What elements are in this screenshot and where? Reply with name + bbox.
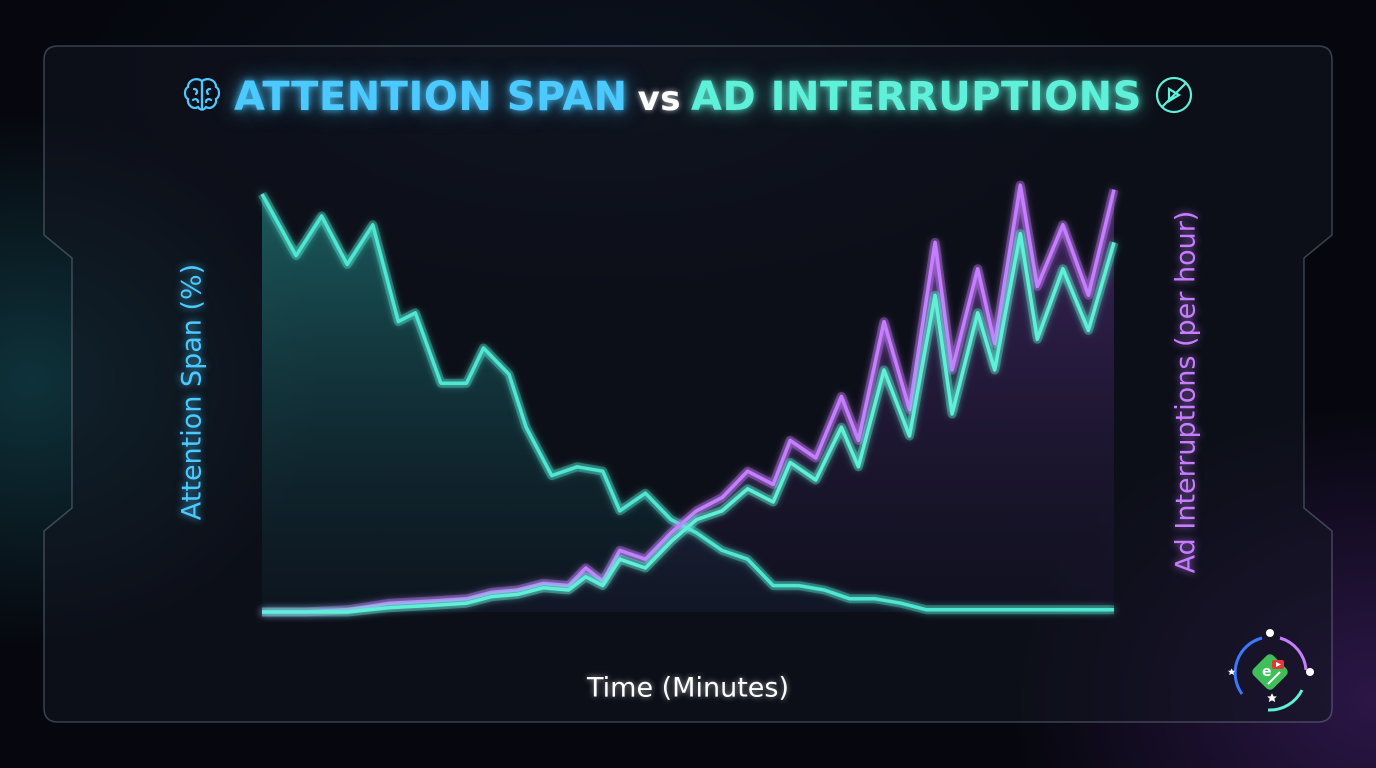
series-2-area (262, 185, 1114, 612)
brain-icon (183, 78, 221, 111)
series-3-line (262, 231, 1116, 614)
y-axis-right-label: Ad Interruptions (per hour) (1170, 210, 1202, 574)
title-vs: vs (637, 79, 682, 119)
svg-text:e: e (1262, 664, 1272, 680)
no-ads-icon (1155, 76, 1193, 114)
chart-title: ATTENTION SPAN vs AD INTERRUPTIONS (0, 74, 1376, 121)
series-2-line (262, 183, 1116, 614)
title-ad-interruptions: AD INTERRUPTIONS (691, 74, 1142, 120)
series-1-area (262, 194, 1114, 612)
brand-logo: e (1228, 629, 1314, 712)
title-attention: ATTENTION SPAN (234, 74, 628, 120)
series-1-line (260, 193, 1114, 612)
y-axis-left-label: Attention Span (%) (176, 263, 208, 521)
x-axis-label: Time (Minutes) (586, 672, 790, 704)
